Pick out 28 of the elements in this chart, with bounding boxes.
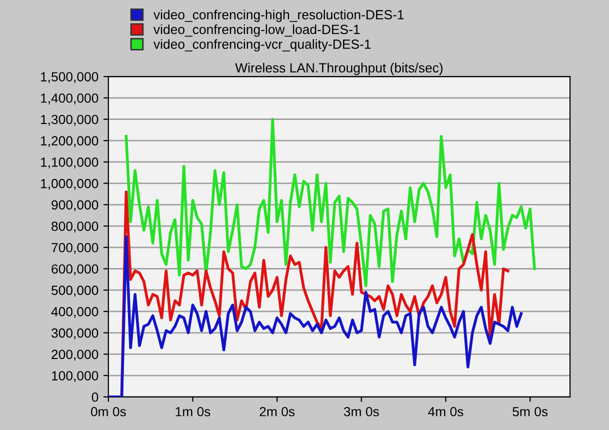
x-tick-label: 0m 0s (90, 406, 126, 416)
x-tick-label: 2m 0s (260, 406, 295, 416)
line-series (124, 118, 536, 288)
legend-label: video_confrencing-vcr_quality-DES-1 (154, 39, 371, 52)
y-tick-label: 500,000 (52, 286, 98, 297)
y-tick-label: 600,000 (52, 264, 98, 276)
y-tick-label: 100,000 (52, 371, 98, 382)
y-tick-label: 0 (92, 392, 98, 402)
y-tick-label: 1,200,000 (40, 136, 98, 148)
y-tick-label: 200,000 (52, 350, 98, 361)
y-tick-label: 700,000 (52, 242, 98, 254)
x-tick-label: 1m 0s (176, 406, 210, 416)
y-tick-label: 1,000,000 (40, 178, 98, 190)
y-tick-label: 1,400,000 (40, 93, 98, 104)
y-tick-label: 400,000 (51, 307, 98, 318)
y-tick-label: 1,100,000 (40, 158, 98, 168)
chart-title: Wireless LAN.Throughput (bits/sec) (235, 62, 443, 76)
legend-label: video_confrencing-low_load-DES-1 (154, 24, 360, 37)
x-tick-label: 5m 0s (512, 406, 548, 416)
line-series (108, 235, 523, 397)
y-tick-label: 900,000 (52, 200, 98, 212)
y-tick-label: 300,000 (51, 328, 98, 340)
y-tick-label: 1,300,000 (40, 114, 98, 126)
y-tick-label: 1,500,000 (40, 72, 98, 84)
x-tick-label: 4m 0s (428, 406, 464, 416)
x-tick-label: 3m 0s (344, 406, 379, 416)
y-tick-label: 800,000 (52, 222, 98, 233)
legend-label: video_confrencing-high_resoluction-DES-1 (154, 10, 404, 22)
